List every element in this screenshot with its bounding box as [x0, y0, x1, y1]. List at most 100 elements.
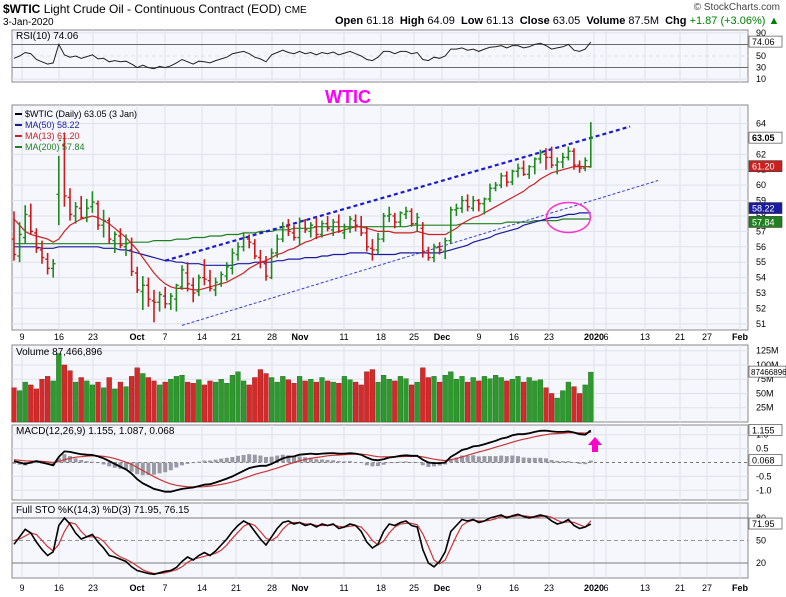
macd-line [13, 429, 592, 493]
x-tick-label: 23 [88, 332, 98, 342]
high-label: High [399, 15, 425, 27]
macd-histogram-bar [499, 455, 504, 463]
macd-histogram-bar [101, 462, 106, 465]
volume-bar [297, 376, 303, 423]
trendline [181, 180, 659, 326]
rsi-line [13, 41, 592, 70]
macd-histogram-bar [376, 462, 380, 467]
macd-histogram-bar [258, 455, 263, 463]
x-tick-label: 13 [640, 583, 650, 593]
macd-histogram-bar [292, 456, 296, 463]
volume-bar [431, 376, 437, 423]
x-tick-label: 23 [544, 332, 554, 342]
macd-histogram-bar [488, 456, 492, 463]
volume-bar [274, 381, 280, 423]
volume-bar [106, 377, 112, 423]
volume-bar [17, 390, 23, 423]
ohlc-bar [442, 237, 448, 260]
macd-histogram-bar [392, 462, 397, 464]
ohlc-bar [218, 271, 224, 287]
volume-last-box [748, 365, 786, 378]
volume-bar [453, 379, 460, 423]
ohlc-bar [62, 132, 67, 207]
ohlc-bar [269, 248, 274, 280]
sto-panel-title: Full STO %K(14,3) %D(3) 71.95, 76.15 [16, 505, 190, 516]
macd-histogram-bar [146, 462, 151, 475]
ohlc-bar [11, 211, 17, 261]
volume-bar [56, 353, 62, 423]
volume-bar [549, 393, 555, 423]
x-tick-label: Oct [129, 332, 144, 342]
macd-histogram-bar [527, 457, 532, 463]
macd-histogram-bar [224, 457, 229, 463]
volume-bar [543, 387, 549, 423]
x-tick-label: Oct [129, 583, 144, 593]
macd-histogram-bar [168, 462, 173, 471]
ohlc-bar [353, 214, 358, 232]
macd-histogram-bar [230, 456, 235, 463]
volume-bar [442, 375, 448, 423]
volume-bar [565, 381, 572, 423]
macd-histogram-bar [269, 456, 274, 463]
volume-bar [39, 379, 45, 423]
volume-bar [263, 373, 269, 423]
x-tick-label: 2020 [584, 583, 604, 593]
volume-bar [470, 377, 476, 423]
macd-histogram-bar [331, 460, 336, 463]
macd-histogram-bar [336, 461, 341, 463]
x-tick-label: Nov [291, 583, 308, 593]
ohlc-bar [358, 215, 364, 236]
volume-bar [196, 379, 202, 423]
x-tick-label: 9 [476, 332, 481, 342]
ohlc-bar [381, 212, 386, 243]
x-tick-label: Dec [434, 583, 451, 593]
macd-histogram-bar [79, 460, 84, 463]
ohlc-bar [196, 274, 202, 297]
ohlc-bar [465, 194, 470, 212]
x-tick-label: 21 [231, 583, 241, 593]
volume-bar [515, 376, 521, 423]
ohlc-bar [22, 205, 28, 244]
volume-tick-label: 25M [756, 403, 774, 413]
x-tick-label: 13 [640, 332, 650, 342]
volume-bar [313, 381, 320, 423]
macd-histogram-bar [432, 462, 436, 467]
x-tick-label: 21 [231, 332, 241, 342]
x-tick-label: 18 [376, 583, 386, 593]
macd-hist-last-label: 0.068 [752, 456, 775, 466]
symbol: $WTIC [3, 2, 41, 16]
ohlc-bar [258, 249, 263, 269]
macd-histogram-bar [96, 462, 100, 464]
price-tick-label: 64 [756, 118, 766, 128]
last-value-box [748, 160, 783, 172]
macd-histogram-bar [84, 461, 89, 463]
volume-bar [330, 381, 336, 423]
volume-bar [459, 376, 465, 423]
ohlc-bar [375, 232, 381, 255]
x-tick-label: 27 [702, 332, 712, 342]
macd-histogram-bar [409, 461, 414, 463]
rsi-tick-label: 50 [756, 51, 766, 61]
x-tick-label: 28 [267, 583, 277, 593]
ma13-line [13, 166, 591, 291]
x-tick-label: Feb [732, 583, 749, 593]
price-tick-label: 60 [756, 180, 766, 190]
chart-labels: 9 16 23 Oct 7 14 21 28 Nov 11 18 25 Dec 9 16 23 2020 6 13 2… [15, 28, 786, 593]
macd-histogram-bar [381, 462, 386, 465]
last-value-box [748, 202, 783, 214]
volume-bar [537, 379, 544, 423]
macd-histogram-bar [493, 456, 498, 463]
volume-bar [240, 380, 247, 423]
chg-value: +1.87 (+3.06%) [689, 15, 766, 27]
macd-histogram-bar [219, 458, 224, 463]
ohlc-bar [482, 197, 487, 215]
volume-bar [134, 367, 140, 423]
volume-bar [89, 384, 96, 423]
macd-histogram-bar [275, 455, 280, 463]
volume-bar [269, 377, 275, 423]
sto-last-box [748, 517, 783, 530]
macd-histogram-bar [532, 457, 537, 463]
volume-bar [212, 381, 219, 423]
x-tick-label: Feb [732, 332, 749, 342]
